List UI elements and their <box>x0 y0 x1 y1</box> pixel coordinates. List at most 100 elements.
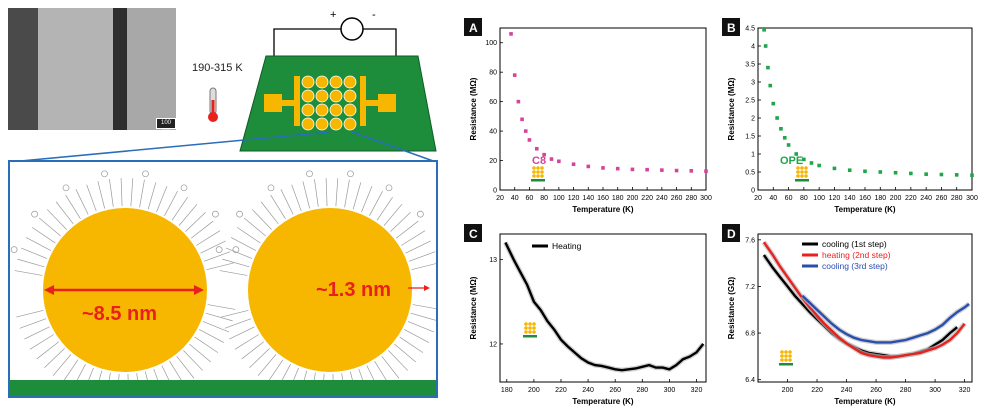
nanoparticle-glyph-dot <box>532 174 536 178</box>
y-tick-label: 7.2 <box>745 284 755 291</box>
x-tick-label: 120 <box>829 195 841 202</box>
nanoparticle-glyph-dot <box>540 170 544 174</box>
x-tick-label: 140 <box>844 195 856 202</box>
nanoparticle-glyph-dot <box>796 170 800 174</box>
nanoparticle-glyph-dot <box>788 350 792 354</box>
nanoparticle-glyph-dot <box>524 330 528 334</box>
series-label: OPE <box>780 155 803 167</box>
x-tick-label: 200 <box>627 195 639 202</box>
sem-dark-strip <box>8 8 38 130</box>
data-point <box>771 101 776 106</box>
x-tick-label: 260 <box>870 387 882 394</box>
data-point <box>704 169 708 173</box>
data-point <box>549 157 554 161</box>
x-tick-label: 80 <box>800 195 808 202</box>
x-tick-label: 220 <box>905 195 917 202</box>
nanoparticle-glyph-dot <box>804 166 808 170</box>
x-tick-label: 320 <box>959 387 971 394</box>
data-point <box>766 65 770 70</box>
chart-panel-a: A20 40 60 80 100 120 140 160 180 200 220 240 260 280 3… <box>464 18 712 214</box>
data-point <box>645 167 649 172</box>
sem-scalebar: 100 nm <box>156 118 176 130</box>
data-point <box>817 163 821 168</box>
substrate-glyph <box>779 363 793 366</box>
data-point <box>571 162 576 167</box>
y-tick-label: 6.8 <box>745 331 755 338</box>
y-tick-label: 2 <box>751 116 755 123</box>
nanoparticle-glyph-dot <box>540 166 544 170</box>
x-tick-label: 240 <box>656 195 668 202</box>
plot-frame <box>499 27 707 191</box>
nanoparticle-glyph-dot <box>536 166 540 170</box>
data-point <box>768 83 773 88</box>
x-tick-label: 160 <box>859 195 871 202</box>
x-tick-label: 120 <box>568 195 580 202</box>
data-point <box>689 169 694 173</box>
zoom-box: ~8.5 nm ~1.3 nm <box>8 160 438 398</box>
x-tick-label: 40 <box>511 195 519 202</box>
legend-entry: Heating <box>552 241 582 251</box>
y-axis-label: Resistance (MΩ) <box>469 276 478 339</box>
data-point <box>847 168 852 172</box>
y-tick-label: 7.6 <box>745 237 755 244</box>
nanoparticle-glyph-dot <box>524 326 528 330</box>
y-tick-label: 3.5 <box>745 62 755 69</box>
legend-entry: cooling (3rd step) <box>822 261 888 271</box>
y-axis-label: Resistance (MΩ) <box>727 77 736 140</box>
data-point <box>630 167 635 172</box>
y-tick-label: 100 <box>485 40 497 47</box>
x-tick-label: 320 <box>691 387 703 394</box>
x-tick-label: 240 <box>582 387 594 394</box>
x-tick-label: 220 <box>641 195 653 202</box>
y-tick-label: 4.5 <box>745 26 755 33</box>
x-tick-label: 60 <box>526 195 534 202</box>
nanoparticle-glyph-dot <box>540 174 544 178</box>
data-point <box>832 166 837 171</box>
nanoparticle-glyph-dot <box>784 358 788 362</box>
nanoparticle-glyph-dot <box>528 326 532 330</box>
chart-panel-d: D 200 220 240 260 280 300 320 6.4 6.8 7.2 7.6 Temper… <box>722 224 973 406</box>
x-tick-label: 140 <box>582 195 594 202</box>
x-tick-label: 200 <box>528 387 540 394</box>
data-point <box>512 73 517 77</box>
data-point <box>893 170 898 175</box>
sem-scale-label: 100 nm <box>160 120 171 130</box>
nanoparticle-glyph-dot <box>536 170 540 174</box>
nanoparticle-glyph-dot <box>796 174 800 178</box>
x-tick-label: 260 <box>936 195 948 202</box>
panel-label-box <box>464 224 482 242</box>
x-tick-label: 180 <box>874 195 886 202</box>
data-point <box>527 138 532 142</box>
panel-label-box <box>464 18 482 36</box>
data-point <box>775 116 779 120</box>
nanoparticle-glyph-dot <box>788 358 792 362</box>
substrate-strip <box>10 380 436 396</box>
x-tick-label: 200 <box>890 195 902 202</box>
x-tick-label: 100 <box>553 195 565 202</box>
x-tick-label: 160 <box>597 195 609 202</box>
y-tick-label: 20 <box>489 158 497 165</box>
nanoparticle-glyph-dot <box>800 174 804 178</box>
series-label: C8 <box>532 155 546 167</box>
nanoparticle-glyph-dot <box>800 166 804 170</box>
data-point <box>520 117 524 122</box>
x-tick-label: 80 <box>540 195 548 202</box>
x-tick-label: 180 <box>612 195 624 202</box>
device-schematic: + - <box>239 9 437 152</box>
nanoparticle-glyph-dot <box>780 350 784 354</box>
ligand-label: ~1.3 nm <box>316 279 391 301</box>
plot-frame <box>757 233 973 383</box>
chart-panel-b: B20 40 60 80 100 120 140 160 180 200 220 240 260 280 3… <box>722 18 978 214</box>
y-tick-label: 13 <box>489 257 497 264</box>
zoom-lines <box>9 131 437 163</box>
legend-entry: heating (2nd step) <box>822 250 891 260</box>
plot-frame <box>757 27 973 191</box>
series-line <box>801 294 970 344</box>
y-axis-label: Resistance (GΩ) <box>727 276 736 339</box>
panel-label: D <box>727 227 736 241</box>
data-point <box>802 157 806 162</box>
data-point <box>557 159 561 164</box>
panel-label-box <box>722 18 740 36</box>
y-tick-label: 12 <box>489 341 497 348</box>
x-tick-label: 280 <box>900 387 912 394</box>
